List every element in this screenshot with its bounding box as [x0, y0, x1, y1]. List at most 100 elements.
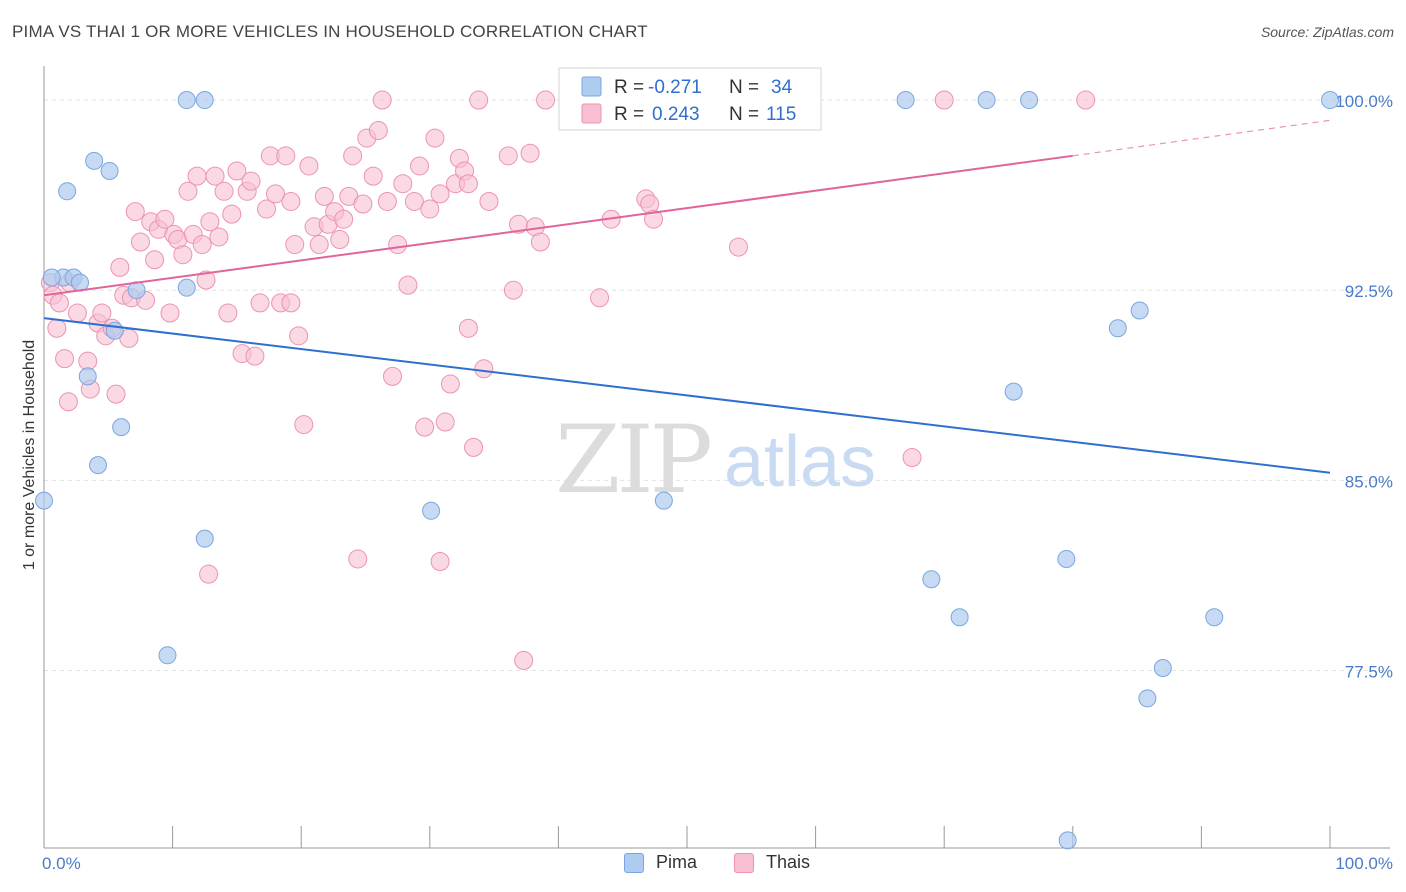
- thai-point: [173, 245, 193, 265]
- legend-pima-swatch: [581, 76, 602, 97]
- thai-point: [119, 328, 139, 348]
- thai-point: [334, 209, 354, 229]
- pima-point: [71, 273, 90, 292]
- pima-point: [78, 367, 97, 386]
- thai-point: [281, 293, 301, 313]
- legend-box-frame: [558, 67, 822, 131]
- thai-point: [92, 303, 112, 323]
- thai-point: [276, 146, 296, 166]
- pima-point: [42, 268, 61, 287]
- thai-point: [218, 303, 238, 323]
- pima-point: [1004, 382, 1023, 401]
- pima-point: [100, 162, 119, 181]
- thai-point: [410, 156, 430, 176]
- legend-pima-r-value: -0.271: [648, 77, 702, 98]
- bottom-legend: Pima Thais: [0, 852, 1406, 876]
- pima-point: [195, 91, 214, 110]
- thai-point: [458, 174, 478, 194]
- thai-point: [353, 194, 373, 214]
- legend-item-pima[interactable]: Pima: [624, 852, 697, 873]
- pima-point: [1057, 549, 1076, 568]
- pima-point: [89, 456, 108, 475]
- thai-point: [435, 412, 455, 432]
- thai-point: [199, 564, 219, 584]
- pima-point: [58, 182, 77, 201]
- thai-point: [309, 235, 329, 255]
- thai-trend-line: [43, 154, 1073, 297]
- thai-point: [590, 288, 610, 308]
- thai-point: [644, 209, 664, 229]
- thai-point: [294, 415, 314, 435]
- thai-point: [245, 346, 265, 366]
- pima-point: [177, 91, 196, 110]
- y-tick-label: 77.5%: [1345, 663, 1393, 682]
- thai-point: [110, 257, 130, 277]
- thai-point: [205, 166, 225, 186]
- thai-point: [1076, 90, 1096, 110]
- thai-point: [393, 174, 413, 194]
- thai-point: [536, 90, 556, 110]
- pima-point: [922, 570, 941, 589]
- thai-point: [474, 359, 494, 379]
- thai-point: [289, 326, 309, 346]
- pima-point: [654, 491, 673, 510]
- legend-thai-swatch: [581, 103, 602, 124]
- trend-lines: [43, 119, 1331, 474]
- thai-point: [130, 232, 150, 252]
- legend-pima-icon: [624, 852, 644, 873]
- thai-point: [178, 181, 198, 201]
- legend-item-thais[interactable]: Thais: [734, 852, 810, 873]
- thai-point: [503, 280, 523, 300]
- thai-point: [458, 318, 478, 338]
- pima-point: [1153, 658, 1172, 677]
- pima-point: [127, 281, 146, 300]
- source-note: Source: ZipAtlas.com: [1260, 24, 1394, 40]
- thai-point: [160, 303, 180, 323]
- thai-point: [299, 156, 319, 176]
- thai-point: [196, 270, 216, 290]
- pima-point: [977, 91, 996, 110]
- pima-point: [177, 278, 196, 297]
- thai-point: [49, 293, 69, 313]
- thai-point: [530, 232, 550, 252]
- pima-point: [1058, 831, 1077, 850]
- thai-point: [479, 191, 499, 211]
- thai-trend-extension: [1072, 119, 1331, 157]
- pima-point: [1205, 608, 1224, 627]
- y-tick-label: 92.5%: [1345, 282, 1393, 301]
- thai-point: [241, 171, 261, 191]
- thai-point: [192, 235, 212, 255]
- pima-point: [896, 91, 915, 110]
- thai-point: [343, 146, 363, 166]
- thai-point: [415, 417, 435, 437]
- thai-point: [383, 366, 403, 386]
- thai-point: [155, 209, 175, 229]
- thai-point: [106, 384, 126, 404]
- thai-point: [464, 437, 484, 457]
- watermark: ZIP atlas: [555, 406, 876, 515]
- thai-point: [498, 146, 518, 166]
- thai-point: [214, 181, 234, 201]
- legend-thai-r-value: 0.243: [652, 104, 700, 125]
- thai-point: [125, 202, 145, 222]
- thai-point: [398, 275, 418, 295]
- thai-point: [47, 318, 67, 338]
- pima-point: [195, 529, 214, 548]
- chart-title: PIMA VS THAI 1 OR MORE VEHICLES IN HOUSE…: [12, 22, 648, 41]
- watermark-zip: ZIP: [555, 406, 709, 515]
- thai-point: [440, 374, 460, 394]
- legend-box: R = -0.271 N = 34 R = 0.243 N = 115: [558, 67, 822, 131]
- pima-point: [35, 491, 53, 510]
- legend-pima-r-label: R =: [614, 77, 644, 98]
- legend-pima-label: Pima: [656, 852, 698, 872]
- thai-point: [348, 549, 368, 569]
- thai-point: [469, 90, 489, 110]
- thai-point: [67, 303, 87, 323]
- pima-points: [35, 91, 1339, 850]
- thai-points: [40, 90, 1096, 670]
- thai-point: [520, 143, 540, 163]
- thai-point: [425, 128, 445, 148]
- legend-thai-n-value: 115: [766, 104, 796, 125]
- thai-point: [363, 166, 383, 186]
